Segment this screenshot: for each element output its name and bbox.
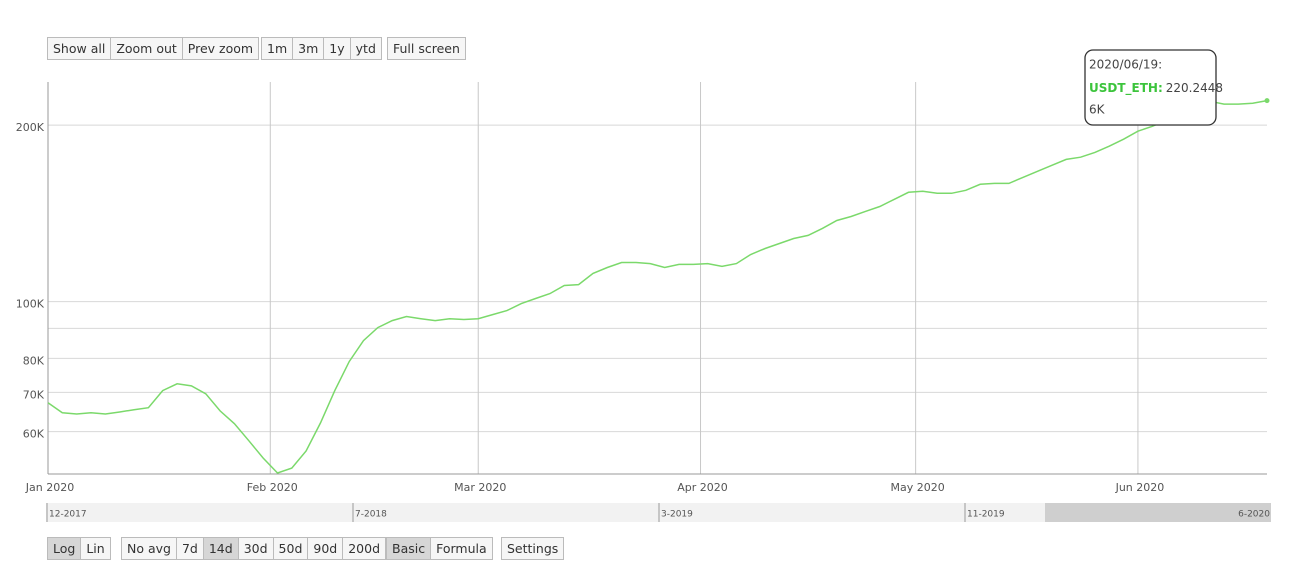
- button[interactable]: Settings: [507, 541, 559, 556]
- button[interactable]: Basic: [387, 538, 432, 559]
- navigator-label: 11-2019: [967, 510, 1005, 520]
- button[interactable]: Log: [48, 538, 82, 559]
- button-group: Settings: [501, 537, 565, 560]
- navigator-label: 12-2017: [49, 510, 87, 520]
- button[interactable]: 3m: [293, 38, 325, 59]
- button[interactable]: Full screen: [393, 41, 460, 56]
- tooltip-extra: 6K: [1089, 103, 1106, 117]
- navigator-selection: [1045, 503, 1271, 522]
- button-group: Show all Zoom out Prev zoom: [47, 37, 260, 60]
- navigator-label: 7-2018: [355, 510, 387, 520]
- button-group: Full screen: [387, 37, 466, 60]
- button[interactable]: 200d: [348, 541, 381, 556]
- button[interactable]: 1m: [262, 38, 294, 59]
- y-tick-label: 60K: [23, 428, 45, 441]
- x-tick-label: Mar 2020: [454, 481, 506, 494]
- button[interactable]: Lin: [86, 541, 105, 556]
- x-tick-label: May 2020: [891, 481, 945, 494]
- button[interactable]: 50d: [274, 538, 309, 559]
- y-tick-label: 70K: [23, 388, 45, 401]
- tooltip-series: USDT_ETH:: [1089, 81, 1163, 96]
- button[interactable]: ytd: [355, 41, 376, 56]
- button-group: Basic Formula: [386, 537, 493, 560]
- tooltip-row: USDT_ETH: 220.2448: [1089, 81, 1223, 96]
- button[interactable]: 14d: [203, 538, 239, 559]
- button[interactable]: 1y: [324, 38, 351, 59]
- button-group: No avg 7d 14d 30d 50d 90d 200d: [121, 537, 387, 560]
- navigator-label: 3-2019: [661, 510, 693, 520]
- button[interactable]: 7d: [177, 538, 204, 559]
- button-group: 1m 3m 1y ytd: [261, 37, 382, 60]
- y-tick-label: 200K: [16, 121, 45, 134]
- last-point: [1264, 98, 1270, 104]
- tooltip-box: [1084, 49, 1217, 126]
- x-tick-label: Jan 2020: [25, 481, 74, 494]
- button[interactable]: 30d: [239, 538, 274, 559]
- x-tick-label: Feb 2020: [247, 481, 298, 494]
- navigator-label: 6-2020: [1238, 510, 1270, 520]
- button[interactable]: Zoom out: [111, 38, 183, 59]
- button[interactable]: 90d: [308, 538, 344, 559]
- tooltip-value: 220.2448: [1166, 81, 1223, 95]
- button[interactable]: Show all: [48, 38, 112, 59]
- button[interactable]: Formula: [436, 541, 487, 556]
- data-line: [47, 99, 1268, 474]
- x-tick-label: Apr 2020: [677, 481, 728, 494]
- x-tick-label: Jun 2020: [1115, 481, 1165, 494]
- y-tick-label: 80K: [23, 354, 45, 367]
- button-group: Log Lin: [47, 537, 111, 560]
- button[interactable]: Prev zoom: [187, 41, 254, 56]
- y-tick-label: 100K: [16, 298, 45, 311]
- tooltip: 2020/06/19: USDT_ETH: 220.2448 6K: [1084, 49, 1223, 126]
- tooltip-date: 2020/06/19:: [1089, 58, 1162, 72]
- button[interactable]: No avg: [122, 538, 177, 559]
